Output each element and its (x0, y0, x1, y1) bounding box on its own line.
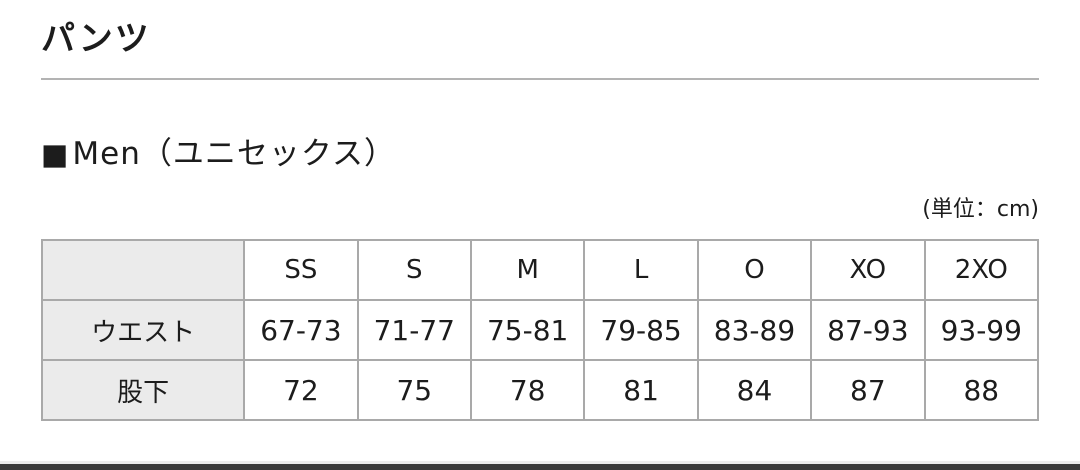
size-column-header: L (583, 239, 699, 302)
table-cell: 72 (243, 359, 359, 422)
size-column-header: XO (810, 239, 926, 302)
bottom-dark-bar (0, 464, 1080, 470)
table-cell: 75 (356, 359, 472, 422)
size-column-header: SS (243, 239, 359, 302)
size-column-header: O (696, 239, 813, 302)
corner-cell (40, 239, 246, 302)
table-header-row: SS S M L O XO 2XO (40, 239, 1040, 302)
inseam-row: 股下 72 75 78 81 84 87 88 (40, 359, 1040, 422)
table-cell: 83-89 (696, 299, 813, 362)
table-cell: 71-77 (356, 299, 472, 362)
inseam-row-label: 股下 (40, 359, 246, 422)
table-cell: 81 (583, 359, 699, 422)
bottom-section-edge (0, 461, 1080, 470)
size-table: SS S M L O XO 2XO ウエスト 67-73 71-77 75-81… (40, 239, 1040, 422)
size-column-header: S (356, 239, 472, 302)
waist-row: ウエスト 67-73 71-77 75-81 79-85 83-89 87-93… (40, 299, 1040, 362)
content-area: パンツ ■ Men（ユニセックス） (単位：cm) SS S M L (40, 19, 1040, 422)
table-cell: 78 (469, 359, 586, 422)
table-cell: 87-93 (810, 299, 926, 362)
table-cell: 79-85 (583, 299, 699, 362)
table-cell: 93-99 (923, 299, 1040, 362)
section-marker-icon: ■ (41, 136, 70, 171)
section-title: ■ Men（ユニセックス） (41, 136, 1039, 173)
table-cell: 67-73 (243, 299, 359, 362)
size-column-header: 2XO (923, 239, 1040, 302)
table-cell: 87 (810, 359, 926, 422)
waist-row-label: ウエスト (40, 299, 246, 362)
size-column-header: M (469, 239, 586, 302)
title-divider (41, 77, 1039, 80)
bottom-light-line (0, 461, 1080, 464)
table-cell: 88 (923, 359, 1040, 422)
table-cell: 75-81 (469, 299, 586, 362)
section-title-text: Men（ユニセックス） (72, 135, 396, 172)
page-title: パンツ (41, 19, 151, 59)
unit-note: (単位：cm) (922, 196, 1039, 222)
table-cell: 84 (696, 359, 813, 422)
